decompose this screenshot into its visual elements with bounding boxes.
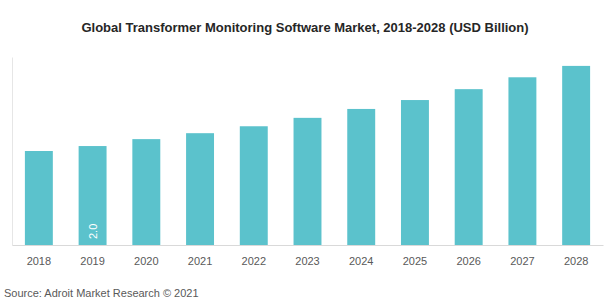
- bar: [347, 109, 375, 245]
- chart: Global Transformer Monitoring Software M…: [0, 0, 610, 305]
- x-tick: 2025: [403, 245, 427, 267]
- x-tick-label: 2027: [510, 255, 534, 267]
- x-tick-label: 2021: [188, 255, 212, 267]
- x-tick: 2023: [295, 245, 319, 267]
- bar: [186, 133, 214, 245]
- bar: [455, 89, 483, 245]
- x-tick: 2018: [27, 245, 51, 267]
- data-label: 2.0: [87, 224, 99, 239]
- bar: [294, 118, 322, 245]
- x-tick-label: 2024: [349, 255, 373, 267]
- x-tick-label: 2020: [134, 255, 158, 267]
- x-tick-label: 2018: [27, 255, 51, 267]
- x-axis: 2018 2019 2020 2021 2022 2023 2024 2025 2026 2027…: [13, 245, 604, 267]
- bar: [508, 77, 536, 245]
- x-tick: 2021: [188, 245, 212, 267]
- x-tick: 2027: [510, 245, 534, 267]
- bar: [25, 151, 53, 245]
- x-tick: 2020: [134, 245, 158, 267]
- title: Global Transformer Monitoring Software M…: [81, 20, 528, 35]
- bar: [79, 146, 107, 245]
- x-tick-label: 2025: [403, 255, 427, 267]
- bar: [240, 126, 268, 245]
- x-tick-label: 2023: [295, 255, 319, 267]
- x-axis-line: [13, 245, 604, 246]
- x-tick-label: 2026: [456, 255, 480, 267]
- bar: [132, 139, 160, 245]
- y-axis-line: [12, 58, 13, 246]
- x-tick: 2026: [456, 245, 480, 267]
- bar: [562, 66, 590, 245]
- source: Source: Adroit Market Research © 2021: [4, 287, 199, 299]
- x-tick: 2024: [349, 245, 373, 267]
- x-tick-label: 2022: [242, 255, 266, 267]
- x-tick-label: 2028: [564, 255, 588, 267]
- bars: [25, 66, 590, 245]
- x-tick-label: 2019: [80, 255, 104, 267]
- x-tick: 2022: [242, 245, 266, 267]
- y-axis: [12, 58, 13, 246]
- x-tick: 2028: [564, 245, 588, 267]
- data-labels: 2.0: [87, 224, 99, 239]
- x-tick: 2019: [80, 245, 104, 267]
- bar: [401, 100, 429, 245]
